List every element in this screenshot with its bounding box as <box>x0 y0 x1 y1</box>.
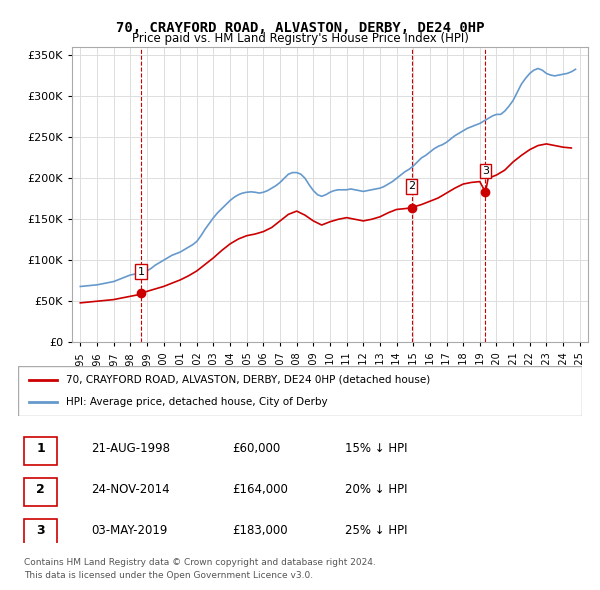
Text: £60,000: £60,000 <box>232 442 281 455</box>
Text: This data is licensed under the Open Government Licence v3.0.: This data is licensed under the Open Gov… <box>24 571 313 579</box>
FancyBboxPatch shape <box>23 478 58 506</box>
Text: 03-MAY-2019: 03-MAY-2019 <box>91 524 167 537</box>
Text: 3: 3 <box>482 166 489 176</box>
Text: Price paid vs. HM Land Registry's House Price Index (HPI): Price paid vs. HM Land Registry's House … <box>131 32 469 45</box>
Text: 70, CRAYFORD ROAD, ALVASTON, DERBY, DE24 0HP: 70, CRAYFORD ROAD, ALVASTON, DERBY, DE24… <box>116 21 484 35</box>
Text: 24-NOV-2014: 24-NOV-2014 <box>91 483 170 496</box>
Text: 1: 1 <box>137 267 145 277</box>
Text: 2: 2 <box>408 181 415 191</box>
Text: 25% ↓ HPI: 25% ↓ HPI <box>345 524 407 537</box>
Text: £164,000: £164,000 <box>232 483 288 496</box>
Text: HPI: Average price, detached house, City of Derby: HPI: Average price, detached house, City… <box>66 397 328 407</box>
Text: 2: 2 <box>36 483 45 496</box>
Text: 21-AUG-1998: 21-AUG-1998 <box>91 442 170 455</box>
Text: 3: 3 <box>36 524 45 537</box>
Text: 20% ↓ HPI: 20% ↓ HPI <box>345 483 407 496</box>
Text: 1: 1 <box>36 442 45 455</box>
FancyBboxPatch shape <box>23 438 58 465</box>
FancyBboxPatch shape <box>18 366 582 416</box>
FancyBboxPatch shape <box>23 519 58 546</box>
Text: 70, CRAYFORD ROAD, ALVASTON, DERBY, DE24 0HP (detached house): 70, CRAYFORD ROAD, ALVASTON, DERBY, DE24… <box>66 375 430 385</box>
Text: Contains HM Land Registry data © Crown copyright and database right 2024.: Contains HM Land Registry data © Crown c… <box>24 558 376 566</box>
Text: £183,000: £183,000 <box>232 524 288 537</box>
Text: 15% ↓ HPI: 15% ↓ HPI <box>345 442 407 455</box>
